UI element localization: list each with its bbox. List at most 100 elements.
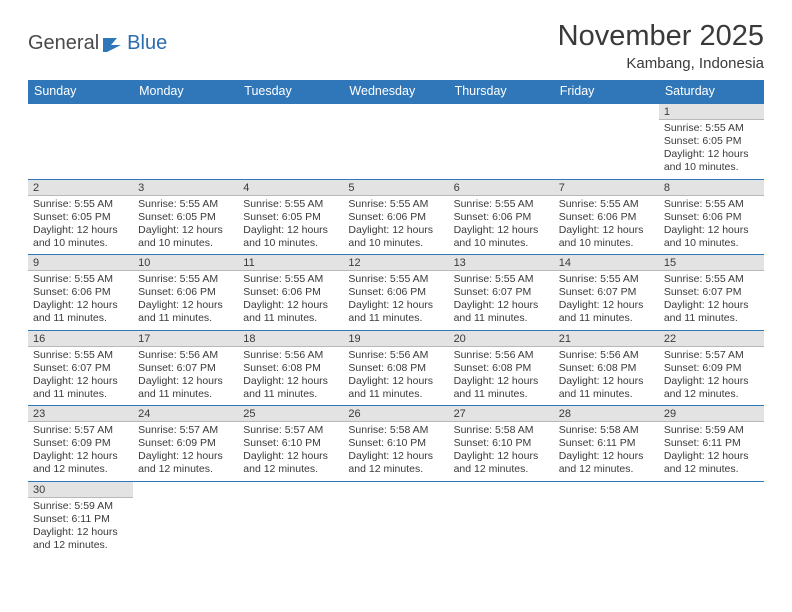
sunrise-text: Sunrise: 5:55 AM	[664, 198, 759, 211]
sunset-text: Sunset: 6:11 PM	[33, 513, 128, 526]
day-number: 3	[133, 180, 238, 196]
day-details: Sunrise: 5:55 AMSunset: 6:06 PMDaylight:…	[133, 271, 238, 330]
day-details: Sunrise: 5:55 AMSunset: 6:07 PMDaylight:…	[449, 271, 554, 330]
sunrise-text: Sunrise: 5:55 AM	[243, 273, 338, 286]
sunrise-text: Sunrise: 5:55 AM	[454, 198, 549, 211]
calendar-cell: 29Sunrise: 5:59 AMSunset: 6:11 PMDayligh…	[659, 406, 764, 482]
calendar-cell: 19Sunrise: 5:56 AMSunset: 6:08 PMDayligh…	[343, 330, 448, 406]
sunrise-text: Sunrise: 5:58 AM	[559, 424, 654, 437]
sunset-text: Sunset: 6:05 PM	[664, 135, 759, 148]
calendar-cell: 24Sunrise: 5:57 AMSunset: 6:09 PMDayligh…	[133, 406, 238, 482]
sunrise-text: Sunrise: 5:58 AM	[348, 424, 443, 437]
day-number: 8	[659, 180, 764, 196]
day-number: 21	[554, 331, 659, 347]
day-number: 14	[554, 255, 659, 271]
daylight-text: Daylight: 12 hours and 10 minutes.	[664, 224, 759, 250]
calendar-cell: 17Sunrise: 5:56 AMSunset: 6:07 PMDayligh…	[133, 330, 238, 406]
sunset-text: Sunset: 6:11 PM	[664, 437, 759, 450]
sunrise-text: Sunrise: 5:59 AM	[664, 424, 759, 437]
daylight-text: Daylight: 12 hours and 12 minutes.	[33, 450, 128, 476]
day-details: Sunrise: 5:59 AMSunset: 6:11 PMDaylight:…	[28, 498, 133, 557]
calendar-cell	[133, 481, 238, 556]
daylight-text: Daylight: 12 hours and 12 minutes.	[664, 450, 759, 476]
calendar-row: 1Sunrise: 5:55 AMSunset: 6:05 PMDaylight…	[28, 103, 764, 179]
day-number: 25	[238, 406, 343, 422]
calendar-row: 9Sunrise: 5:55 AMSunset: 6:06 PMDaylight…	[28, 255, 764, 331]
day-number: 2	[28, 180, 133, 196]
sunset-text: Sunset: 6:07 PM	[33, 362, 128, 375]
daylight-text: Daylight: 12 hours and 11 minutes.	[243, 375, 338, 401]
sunset-text: Sunset: 6:10 PM	[454, 437, 549, 450]
sunset-text: Sunset: 6:05 PM	[33, 211, 128, 224]
calendar-cell: 21Sunrise: 5:56 AMSunset: 6:08 PMDayligh…	[554, 330, 659, 406]
day-details: Sunrise: 5:55 AMSunset: 6:06 PMDaylight:…	[659, 196, 764, 255]
daylight-text: Daylight: 12 hours and 11 minutes.	[33, 299, 128, 325]
sunrise-text: Sunrise: 5:57 AM	[33, 424, 128, 437]
sunset-text: Sunset: 6:08 PM	[559, 362, 654, 375]
day-number: 6	[449, 180, 554, 196]
title-block: November 2025 Kambang, Indonesia	[558, 20, 764, 72]
calendar-cell: 6Sunrise: 5:55 AMSunset: 6:06 PMDaylight…	[449, 179, 554, 255]
day-number: 15	[659, 255, 764, 271]
sunrise-text: Sunrise: 5:55 AM	[138, 273, 233, 286]
calendar-cell: 25Sunrise: 5:57 AMSunset: 6:10 PMDayligh…	[238, 406, 343, 482]
day-details: Sunrise: 5:57 AMSunset: 6:09 PMDaylight:…	[28, 422, 133, 481]
calendar-table: Sunday Monday Tuesday Wednesday Thursday…	[28, 80, 764, 556]
sunset-text: Sunset: 6:06 PM	[559, 211, 654, 224]
day-number: 7	[554, 180, 659, 196]
sunrise-text: Sunrise: 5:55 AM	[243, 198, 338, 211]
day-details: Sunrise: 5:56 AMSunset: 6:08 PMDaylight:…	[238, 347, 343, 406]
day-number: 1	[659, 104, 764, 120]
day-number: 10	[133, 255, 238, 271]
day-details: Sunrise: 5:56 AMSunset: 6:07 PMDaylight:…	[133, 347, 238, 406]
calendar-cell	[554, 103, 659, 179]
daylight-text: Daylight: 12 hours and 12 minutes.	[664, 375, 759, 401]
sunset-text: Sunset: 6:09 PM	[664, 362, 759, 375]
day-number: 27	[449, 406, 554, 422]
day-details: Sunrise: 5:56 AMSunset: 6:08 PMDaylight:…	[343, 347, 448, 406]
day-details: Sunrise: 5:55 AMSunset: 6:06 PMDaylight:…	[449, 196, 554, 255]
calendar-cell	[238, 481, 343, 556]
day-header: Sunday	[28, 80, 133, 103]
day-number: 9	[28, 255, 133, 271]
daylight-text: Daylight: 12 hours and 10 minutes.	[33, 224, 128, 250]
logo-text-2: Blue	[127, 32, 167, 55]
sunset-text: Sunset: 6:07 PM	[664, 286, 759, 299]
calendar-cell: 20Sunrise: 5:56 AMSunset: 6:08 PMDayligh…	[449, 330, 554, 406]
day-details: Sunrise: 5:56 AMSunset: 6:08 PMDaylight:…	[449, 347, 554, 406]
day-details: Sunrise: 5:58 AMSunset: 6:10 PMDaylight:…	[449, 422, 554, 481]
day-details: Sunrise: 5:55 AMSunset: 6:05 PMDaylight:…	[28, 196, 133, 255]
calendar-cell	[659, 481, 764, 556]
daylight-text: Daylight: 12 hours and 12 minutes.	[454, 450, 549, 476]
sunrise-text: Sunrise: 5:58 AM	[454, 424, 549, 437]
daylight-text: Daylight: 12 hours and 11 minutes.	[664, 299, 759, 325]
sunset-text: Sunset: 6:07 PM	[138, 362, 233, 375]
calendar-cell: 13Sunrise: 5:55 AMSunset: 6:07 PMDayligh…	[449, 255, 554, 331]
calendar-cell: 23Sunrise: 5:57 AMSunset: 6:09 PMDayligh…	[28, 406, 133, 482]
sunrise-text: Sunrise: 5:55 AM	[559, 198, 654, 211]
day-header: Saturday	[659, 80, 764, 103]
sunset-text: Sunset: 6:05 PM	[243, 211, 338, 224]
day-number: 19	[343, 331, 448, 347]
day-details: Sunrise: 5:55 AMSunset: 6:07 PMDaylight:…	[554, 271, 659, 330]
logo: General Blue	[28, 32, 167, 55]
day-details: Sunrise: 5:55 AMSunset: 6:07 PMDaylight:…	[659, 271, 764, 330]
sunrise-text: Sunrise: 5:55 AM	[348, 198, 443, 211]
day-header: Friday	[554, 80, 659, 103]
sunset-text: Sunset: 6:06 PM	[243, 286, 338, 299]
flag-icon	[103, 36, 125, 52]
calendar-cell: 3Sunrise: 5:55 AMSunset: 6:05 PMDaylight…	[133, 179, 238, 255]
calendar-cell: 9Sunrise: 5:55 AMSunset: 6:06 PMDaylight…	[28, 255, 133, 331]
day-details: Sunrise: 5:57 AMSunset: 6:10 PMDaylight:…	[238, 422, 343, 481]
sunset-text: Sunset: 6:10 PM	[348, 437, 443, 450]
day-details: Sunrise: 5:58 AMSunset: 6:11 PMDaylight:…	[554, 422, 659, 481]
day-number: 4	[238, 180, 343, 196]
day-number: 20	[449, 331, 554, 347]
day-number: 26	[343, 406, 448, 422]
calendar-row: 30Sunrise: 5:59 AMSunset: 6:11 PMDayligh…	[28, 481, 764, 556]
sunrise-text: Sunrise: 5:55 AM	[138, 198, 233, 211]
calendar-cell: 8Sunrise: 5:55 AMSunset: 6:06 PMDaylight…	[659, 179, 764, 255]
sunset-text: Sunset: 6:08 PM	[454, 362, 549, 375]
day-header: Wednesday	[343, 80, 448, 103]
day-details: Sunrise: 5:55 AMSunset: 6:06 PMDaylight:…	[343, 271, 448, 330]
